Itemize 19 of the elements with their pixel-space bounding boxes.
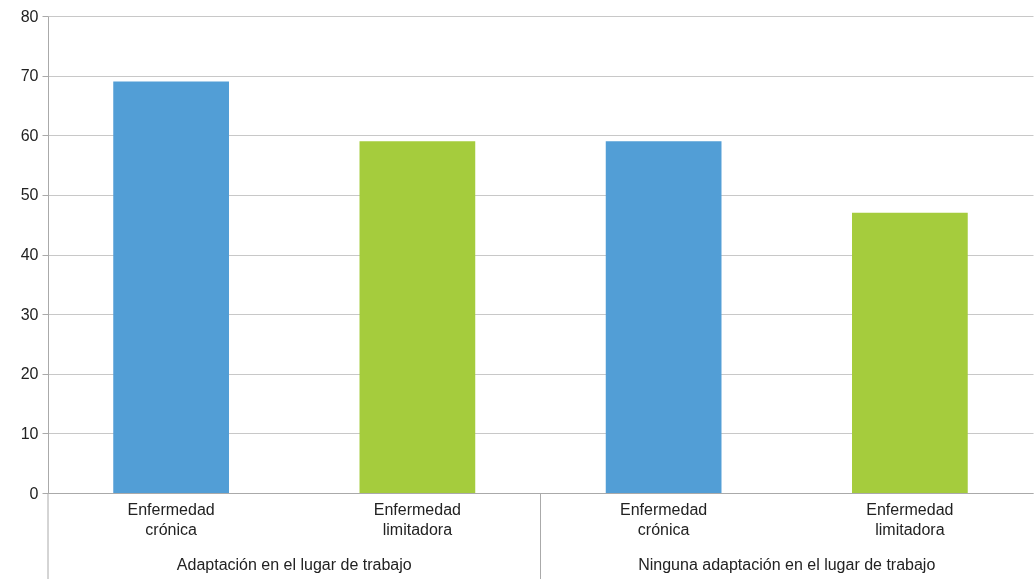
text: Adaptación en el lugar de trabajo [176,556,412,573]
y-tick-label: 0 [29,484,39,502]
y-tick-label: 60 [20,126,39,144]
y-tick-label: 30 [20,305,39,323]
x-tick-label: Enfermedad limitadora [373,500,461,538]
y-tick-label: 70 [20,67,39,85]
x-tick-label: Enfermedad crónica [620,500,708,538]
y-tick-label: 40 [20,246,39,263]
x-tick-label: Enfermedad limitadora [866,500,954,538]
bar [605,141,722,493]
y-tick-label: 20 [20,365,39,383]
y-tick-label: 10 [20,424,39,442]
bar [359,141,476,493]
text: Ninguna adaptación en el lugar de trabajo [638,556,936,573]
y-tick-label: 80 [20,7,39,25]
x-tick-label: Enfermedad crónica [127,500,215,538]
bar [113,81,229,493]
y-tick-label: 50 [20,186,39,204]
bar [852,212,968,493]
